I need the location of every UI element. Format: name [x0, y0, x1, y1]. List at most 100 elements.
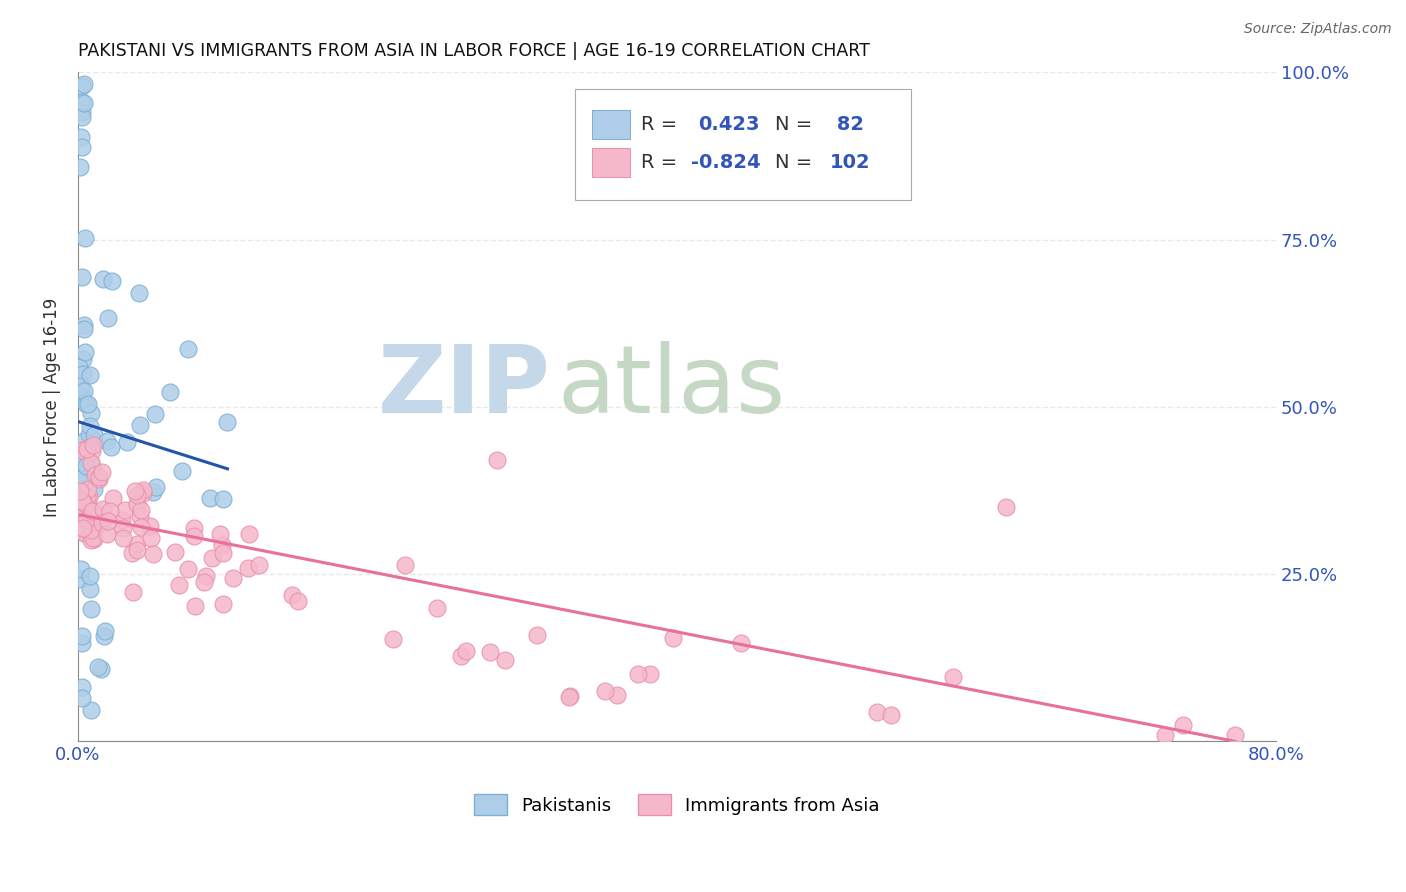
Point	[70, 506, 93, 520]
Point	[394, 558, 416, 572]
Point	[89, 469, 111, 483]
Point	[111, 531, 134, 545]
Point	[98, 504, 121, 518]
Point	[72, 77, 94, 91]
Point	[1225, 728, 1247, 742]
Point	[72, 691, 94, 706]
Point	[662, 632, 685, 646]
Point	[75, 442, 97, 457]
Point	[70, 392, 93, 406]
Point	[111, 513, 134, 527]
Point	[77, 427, 100, 442]
Point	[72, 521, 94, 535]
Point	[82, 437, 104, 451]
Point	[73, 345, 96, 359]
Point	[80, 533, 103, 547]
Point	[73, 231, 96, 245]
Point	[70, 636, 93, 650]
Text: R =: R =	[641, 115, 690, 134]
Text: 0.423: 0.423	[699, 115, 759, 134]
Point	[125, 487, 148, 501]
Point	[142, 547, 165, 561]
Point	[82, 444, 104, 458]
Point	[76, 483, 98, 497]
Point	[212, 546, 235, 560]
Point	[125, 543, 148, 558]
Point	[91, 501, 114, 516]
Point	[97, 310, 120, 325]
Point	[183, 521, 205, 535]
Point	[122, 585, 145, 599]
Text: ZIP: ZIP	[378, 341, 551, 433]
Point	[80, 406, 103, 420]
Point	[129, 503, 152, 517]
Point	[72, 110, 94, 124]
Point	[730, 636, 752, 650]
Text: -0.824: -0.824	[692, 153, 761, 172]
Point	[222, 571, 245, 585]
Point	[201, 550, 224, 565]
Point	[593, 684, 616, 698]
Point	[79, 582, 101, 596]
Point	[70, 520, 93, 534]
Point	[170, 464, 193, 478]
Point	[83, 518, 105, 533]
Point	[96, 527, 118, 541]
Point	[558, 690, 581, 705]
Point	[79, 490, 101, 504]
Text: R =: R =	[641, 153, 683, 172]
Point	[212, 597, 235, 611]
Point	[79, 419, 101, 434]
Point	[82, 523, 104, 537]
Point	[90, 662, 112, 676]
Point	[131, 483, 153, 498]
Point	[96, 434, 118, 448]
Point	[70, 379, 93, 393]
Point	[80, 703, 103, 717]
Y-axis label: In Labor Force | Age 16-19: In Labor Force | Age 16-19	[44, 297, 60, 516]
Point	[139, 531, 162, 545]
Point	[129, 508, 152, 523]
Point	[177, 342, 200, 356]
Point	[193, 574, 215, 589]
Point	[112, 521, 135, 535]
Point	[70, 472, 93, 486]
Point	[76, 491, 98, 505]
Point	[69, 562, 91, 576]
Point	[82, 527, 104, 541]
Point	[80, 456, 103, 470]
Point	[75, 513, 97, 527]
Point	[69, 448, 91, 462]
Point	[381, 632, 404, 647]
Point	[1171, 718, 1194, 732]
Point	[76, 442, 98, 457]
Point	[558, 689, 581, 703]
Point	[82, 504, 104, 518]
Point	[1154, 728, 1177, 742]
Point	[79, 601, 101, 615]
Point	[128, 286, 150, 301]
Point	[75, 397, 97, 411]
Point	[208, 527, 231, 541]
Point	[132, 486, 155, 500]
Point	[72, 368, 94, 382]
Point	[626, 666, 648, 681]
Point	[69, 455, 91, 469]
Point	[281, 588, 304, 602]
Point	[70, 629, 93, 643]
Point	[70, 472, 93, 486]
Point	[526, 628, 548, 642]
Point	[83, 507, 105, 521]
Point	[77, 492, 100, 507]
Point	[69, 572, 91, 586]
Point	[139, 518, 162, 533]
Point	[73, 318, 96, 333]
Point	[77, 397, 100, 411]
Point	[70, 269, 93, 284]
Point	[211, 538, 233, 552]
Point	[82, 504, 104, 518]
Point	[238, 527, 260, 541]
Point	[73, 526, 96, 541]
Point	[79, 569, 101, 583]
Point	[177, 561, 200, 575]
